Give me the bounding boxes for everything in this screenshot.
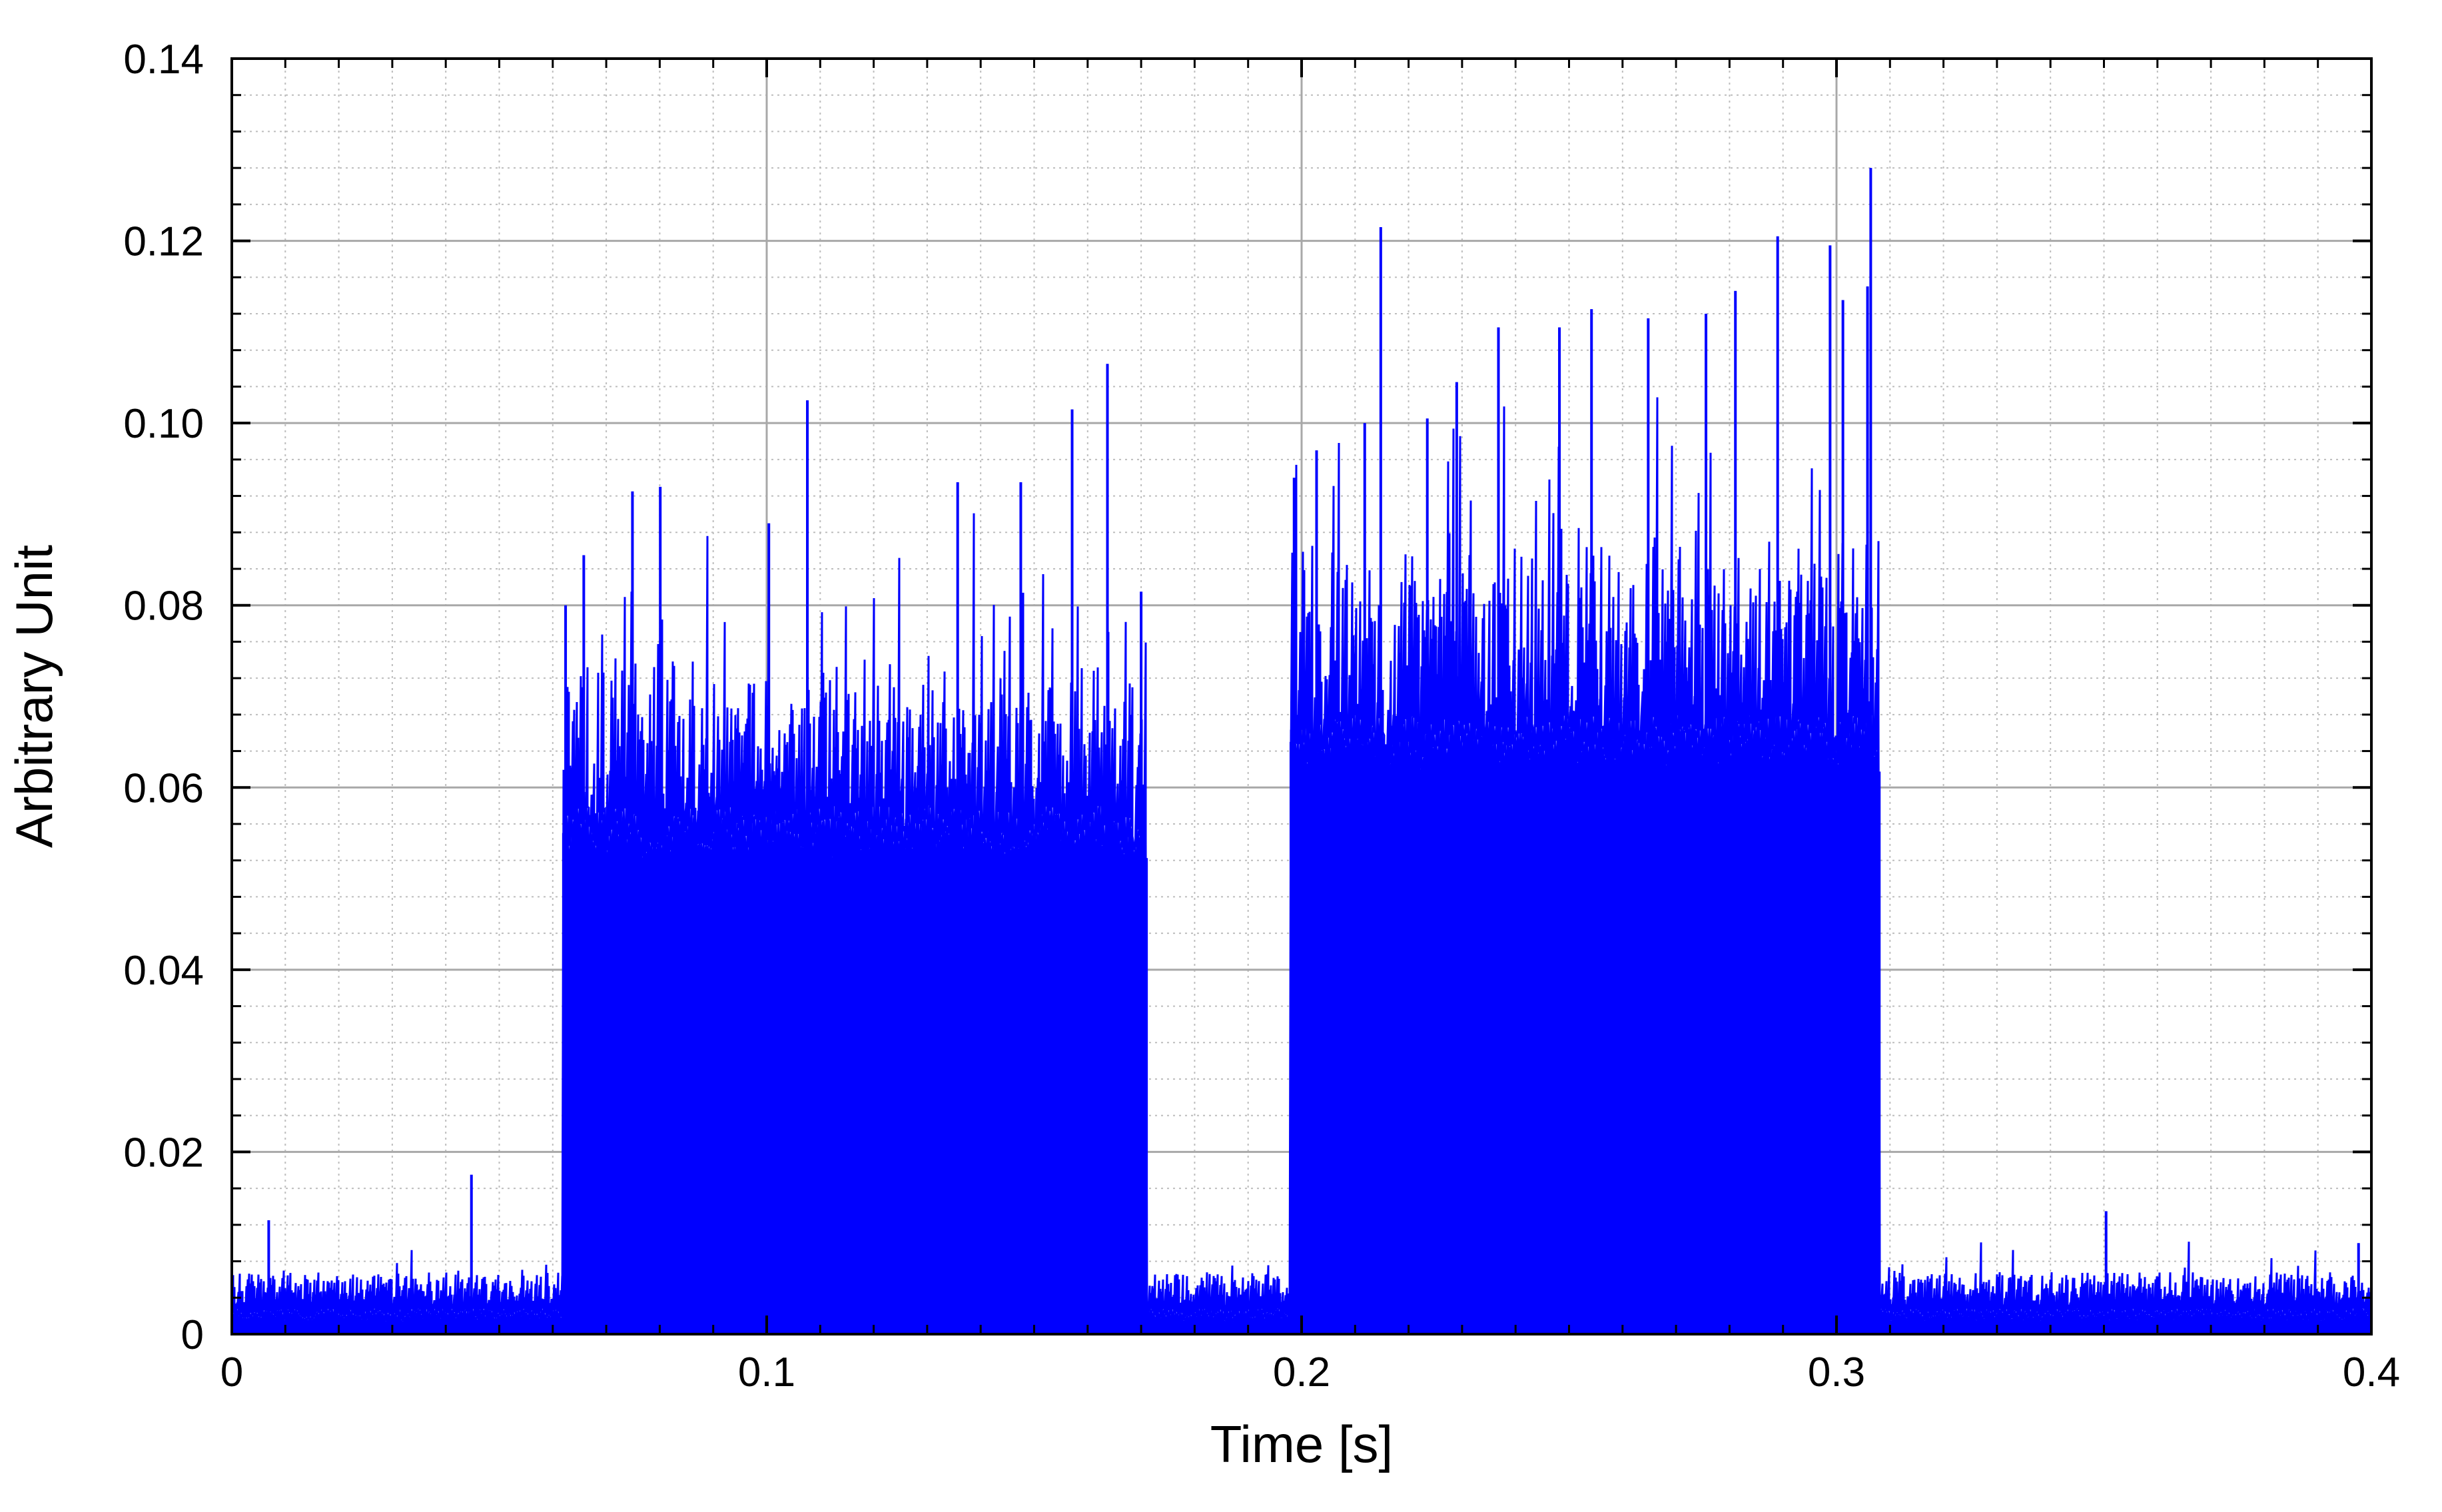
x-tick-label: 0.1 [738, 1349, 795, 1395]
y-tick-label: 0.10 [123, 401, 204, 447]
x-tick-label: 0.3 [1808, 1349, 1865, 1395]
y-tick-label: 0 [181, 1312, 204, 1358]
x-tick-label: 0.2 [1273, 1349, 1330, 1395]
y-tick-label: 0.08 [123, 583, 204, 629]
x-tick-label: 0.4 [2343, 1349, 2400, 1395]
y-tick-label: 0.04 [123, 948, 204, 994]
x-tick-label: 0 [220, 1349, 243, 1395]
y-axis-title: Arbitrary Unit [5, 545, 63, 848]
y-tick-labels: 0 0.02 0.04 0.06 0.08 0.10 0.12 0.14 [123, 37, 204, 1358]
y-tick-label: 0.02 [123, 1130, 204, 1176]
x-axis-title: Time [s] [1210, 1415, 1393, 1473]
y-tick-label: 0.14 [123, 37, 204, 83]
y-tick-label: 0.12 [123, 219, 204, 265]
x-tick-labels: 0 0.1 0.2 0.3 0.4 [220, 1349, 2400, 1395]
y-tick-label: 0.06 [123, 765, 204, 811]
